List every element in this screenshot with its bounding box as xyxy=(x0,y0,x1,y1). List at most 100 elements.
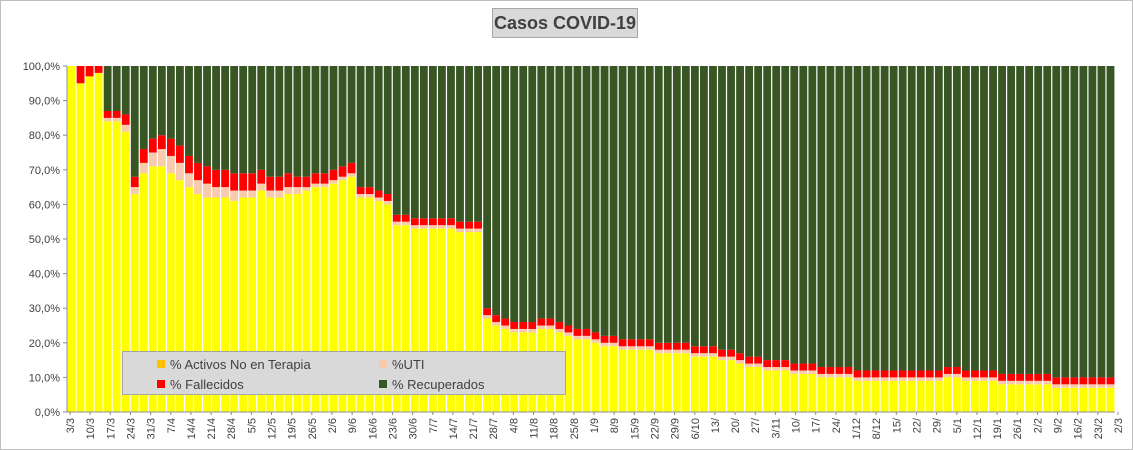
x-tick-label: 6/10 xyxy=(690,418,702,439)
bar-2-18 xyxy=(230,173,239,191)
bar-0-112 xyxy=(1079,387,1088,412)
x-tick-label: 5/1 xyxy=(952,418,964,433)
bar-1-36 xyxy=(392,221,401,226)
bar-0-39 xyxy=(419,228,428,412)
bar-2-97 xyxy=(943,367,952,374)
bar-3-21 xyxy=(257,66,266,170)
bar-3-115 xyxy=(1106,66,1115,378)
bar-3-34 xyxy=(374,66,383,191)
bar-3-113 xyxy=(1088,66,1097,378)
bar-1-13 xyxy=(185,173,193,188)
bar-1-100 xyxy=(971,377,979,381)
bar-2-114 xyxy=(1097,377,1106,385)
bar-3-110 xyxy=(1061,66,1070,378)
bar-2-72 xyxy=(718,349,726,357)
bar-3-66 xyxy=(663,66,672,343)
bar-2-105 xyxy=(1016,373,1025,381)
bar-0-72 xyxy=(718,360,726,412)
bar-2-76 xyxy=(754,356,763,364)
bar-1-31 xyxy=(347,173,356,177)
bar-3-85 xyxy=(835,66,844,368)
bar-3-38 xyxy=(410,66,419,219)
bar-1-102 xyxy=(989,377,997,381)
bar-1-16 xyxy=(212,187,220,198)
y-tick-label: 20,0% xyxy=(29,338,60,350)
bar-1-26 xyxy=(302,187,311,191)
bar-0-70 xyxy=(700,356,708,412)
bar-1-80 xyxy=(790,370,799,374)
bar-3-26 xyxy=(302,66,311,177)
bar-2-113 xyxy=(1088,377,1097,385)
bar-2-87 xyxy=(853,370,862,378)
bar-0-97 xyxy=(943,377,952,412)
bar-0-10 xyxy=(157,166,166,412)
bar-2-36 xyxy=(392,214,401,222)
bar-2-49 xyxy=(510,322,519,329)
bar-0-64 xyxy=(645,349,654,412)
bar-2-17 xyxy=(221,169,230,188)
bar-3-69 xyxy=(690,66,699,347)
bar-1-97 xyxy=(943,373,952,378)
bar-0-9 xyxy=(148,166,157,412)
bar-1-73 xyxy=(727,356,735,361)
bar-3-75 xyxy=(745,66,754,357)
bar-1-115 xyxy=(1106,384,1115,388)
bar-2-45 xyxy=(474,221,482,229)
bar-2-108 xyxy=(1043,373,1052,381)
bar-2-6 xyxy=(121,114,130,125)
bar-1-50 xyxy=(519,328,528,333)
bar-3-56 xyxy=(573,66,582,329)
bar-0-58 xyxy=(591,342,600,412)
bar-3-19 xyxy=(239,66,248,174)
bar-3-62 xyxy=(627,66,636,340)
legend-swatch-recuperados xyxy=(379,380,387,388)
legend-label-uti: %UTI xyxy=(392,356,425,372)
bar-1-87 xyxy=(853,377,862,381)
x-tick-label: 12/1 xyxy=(972,418,984,439)
bar-2-15 xyxy=(203,166,211,184)
bar-2-3 xyxy=(94,66,103,73)
bar-3-80 xyxy=(790,66,799,364)
bar-3-73 xyxy=(727,66,735,350)
bar-3-4 xyxy=(103,66,112,111)
bar-0-25 xyxy=(293,194,302,412)
bar-1-52 xyxy=(537,325,546,329)
bar-2-8 xyxy=(139,149,148,163)
bar-1-109 xyxy=(1052,384,1061,388)
bar-0-115 xyxy=(1106,387,1115,412)
x-tick-label: 17/3 xyxy=(105,418,117,439)
bar-1-91 xyxy=(889,377,898,381)
bar-3-36 xyxy=(392,66,401,215)
bar-3-106 xyxy=(1025,66,1034,374)
bar-2-96 xyxy=(934,370,943,378)
bar-3-30 xyxy=(338,66,347,167)
x-tick-label: 14/4 xyxy=(186,418,198,439)
bar-2-9 xyxy=(148,138,157,153)
bar-1-101 xyxy=(980,377,988,381)
bar-3-20 xyxy=(248,66,257,174)
bar-2-34 xyxy=(374,190,383,198)
bar-0-109 xyxy=(1052,387,1061,412)
bar-2-60 xyxy=(609,335,618,343)
bar-3-108 xyxy=(1043,66,1052,374)
bar-0-110 xyxy=(1061,387,1070,412)
bar-1-18 xyxy=(230,190,239,201)
bar-1-79 xyxy=(781,367,790,371)
y-tick-label: 40,0% xyxy=(29,269,60,281)
bar-1-95 xyxy=(925,377,934,381)
x-tick-label: 18/8 xyxy=(549,418,561,439)
x-tick-label: 24/3 xyxy=(126,418,138,439)
x-tick-label: 15/9 xyxy=(629,418,641,439)
bar-2-75 xyxy=(745,356,754,364)
bar-1-7 xyxy=(130,187,139,195)
bar-2-40 xyxy=(428,218,437,226)
bar-3-88 xyxy=(862,66,871,371)
bar-0-84 xyxy=(826,377,835,412)
bar-3-16 xyxy=(212,66,220,170)
y-tick-label: 70,0% xyxy=(29,165,60,177)
bar-0-28 xyxy=(320,187,329,412)
bar-0-99 xyxy=(962,380,970,412)
bar-0-75 xyxy=(745,367,754,412)
bar-3-53 xyxy=(546,66,555,319)
bar-3-6 xyxy=(121,66,130,115)
